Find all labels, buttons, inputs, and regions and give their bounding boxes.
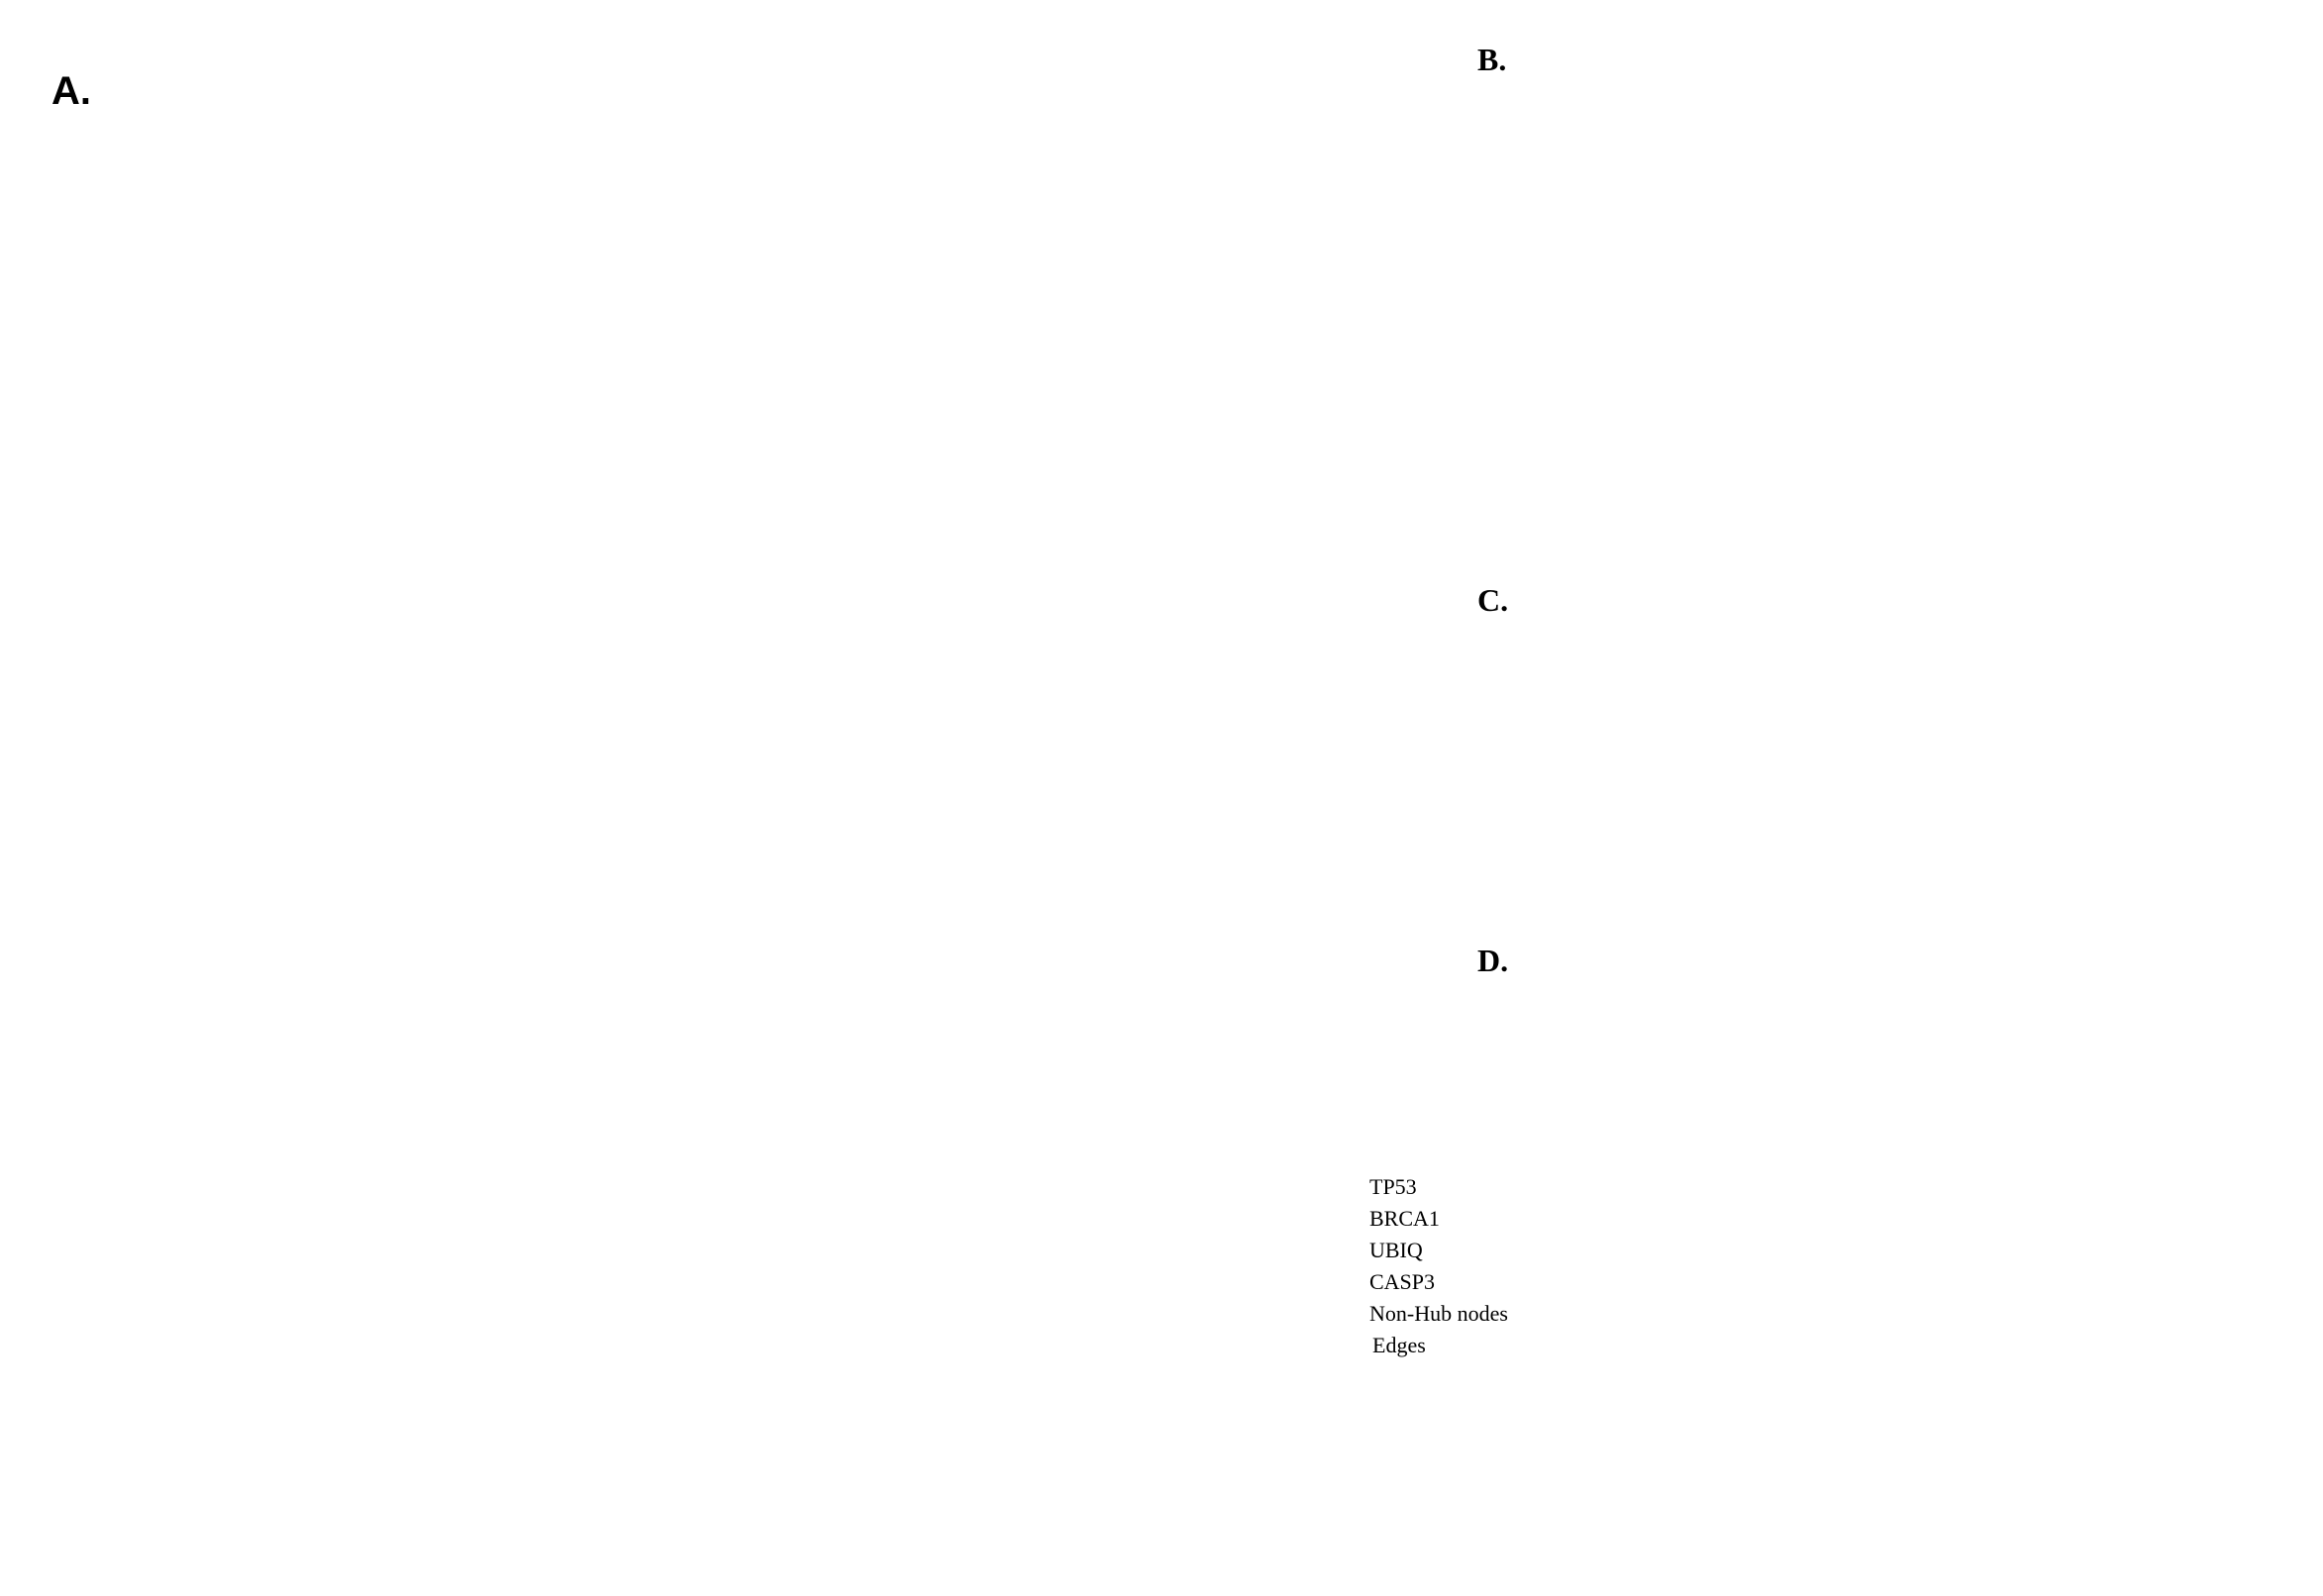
legend-item-casp3: CASP3 <box>1337 1266 1634 1298</box>
network-legend: TP53 BRCA1 UBIQ CASP3 Non-Hub nodes Edge… <box>1337 1171 1634 1361</box>
nonhub-swatch-icon <box>1337 1303 1360 1326</box>
network-graph <box>0 0 1446 1596</box>
legend-label-nonhub: Non-Hub nodes <box>1369 1301 1508 1326</box>
panel-d-label: D. <box>1477 943 1509 978</box>
chart-c-clustering-coefficient <box>1624 606 2307 1012</box>
ubiq-swatch-icon <box>1337 1240 1360 1262</box>
legend-label-tp53: TP53 <box>1369 1174 1417 1199</box>
legend-item-tp53: TP53 <box>1337 1171 1634 1203</box>
legend-label-brca1: BRCA1 <box>1369 1206 1440 1231</box>
legend-item-ubiq: UBIQ <box>1337 1235 1634 1266</box>
edge-swatch-icon <box>1337 1343 1363 1348</box>
panel-a-label: A. <box>51 69 91 113</box>
panel-c-label: C. <box>1477 582 1509 618</box>
panel-b-label: B. <box>1477 42 1507 77</box>
legend-label-casp3: CASP3 <box>1369 1269 1436 1294</box>
legend-label-edges: Edges <box>1372 1333 1426 1357</box>
legend-label-ubiq: UBIQ <box>1369 1238 1423 1262</box>
legend-item-brca1: BRCA1 <box>1337 1203 1634 1235</box>
legend-item-edges: Edges <box>1337 1330 1634 1361</box>
legend-item-nonhub: Non-Hub nodes <box>1337 1298 1634 1330</box>
chart-d-neighborhood-connectivity <box>1624 1015 2307 1450</box>
chart-b-degree-distribution <box>1624 66 2307 465</box>
casp3-swatch-icon <box>1337 1271 1360 1294</box>
brca1-swatch-icon <box>1337 1208 1360 1231</box>
tp53-swatch-icon <box>1337 1176 1360 1199</box>
